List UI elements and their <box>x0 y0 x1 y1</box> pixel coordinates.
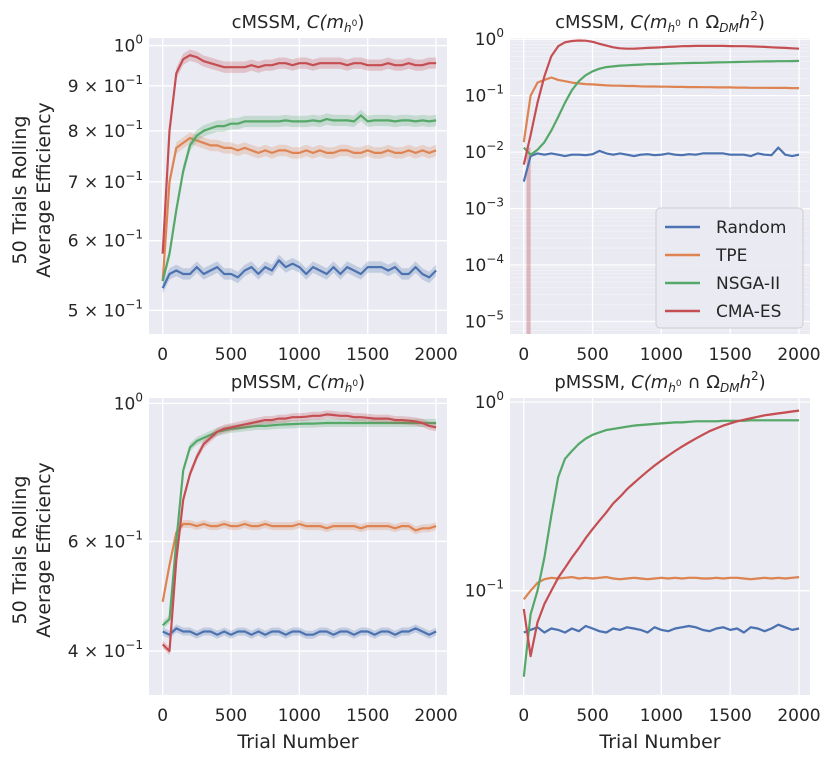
panel-2: 100 10−1 10−2 10−3 10−4 10−5 0 500 1000 1500 2000 c… <box>465 9 821 365</box>
xlabel-left: Trial Number <box>236 731 358 753</box>
x-tick-label: 2000 <box>777 345 820 365</box>
y-tick-label: 6 × 10−1 <box>68 228 143 252</box>
y-tick-label: 10−4 <box>465 252 504 276</box>
xlabel-right: Trial Number <box>598 731 720 753</box>
series-band-tpe <box>162 132 437 287</box>
legend-label: TPE <box>715 246 747 266</box>
plot-background <box>149 38 447 334</box>
y-tick-label: 10−1 <box>465 578 504 602</box>
series-line-tpe <box>522 76 799 143</box>
x-tick-label: 500 <box>215 345 247 365</box>
legend-label: Random <box>716 218 786 238</box>
x-tick-label: 0 <box>518 706 529 726</box>
y-tick-label: 100 <box>114 390 143 414</box>
series-group <box>161 410 437 656</box>
y-tick-label: 6 × 10−1 <box>68 528 143 552</box>
y-tick-label: 100 <box>475 26 504 50</box>
series-line-nsga-ii <box>522 419 799 677</box>
x-tick-label: 2000 <box>414 345 457 365</box>
x-tick-label: 1500 <box>709 706 752 726</box>
x-tick-label: 1000 <box>278 345 321 365</box>
series-line-cma-es <box>522 39 800 165</box>
x-tick-label: 1500 <box>346 706 389 726</box>
panel-title: pMSSM, C(mh0 ∩ ΩDMh2) <box>554 369 765 395</box>
x-tick-label: 0 <box>157 706 168 726</box>
x-tick-label: 500 <box>215 706 247 726</box>
panel-title: cMSSM, C(mh0) <box>232 12 365 35</box>
x-tick-label: 1000 <box>278 706 321 726</box>
x-tick-label: 1500 <box>346 345 389 365</box>
x-tick-label: 500 <box>576 345 608 365</box>
y-tick-label: 9 × 10−1 <box>68 73 143 97</box>
ylabel-bottom-line2: Average Efficiency <box>33 462 55 638</box>
series-line-nsga-ii <box>161 114 437 282</box>
series-line-random <box>161 259 437 289</box>
series-line-random <box>162 627 437 636</box>
series-group <box>522 39 800 334</box>
y-tick-label: 7 × 10−1 <box>68 169 143 193</box>
panel-title: pMSSM, C(mh0) <box>231 372 365 395</box>
series-line-nsga-ii <box>523 59 800 156</box>
y-tick-label: 4 × 10−1 <box>68 638 143 662</box>
y-tick-label: 100 <box>114 33 143 57</box>
x-tick-label: 1000 <box>640 706 683 726</box>
y-tick-label: 5 × 10−1 <box>68 297 143 321</box>
x-tick-label: 500 <box>576 706 608 726</box>
legend-label: NSGA-II <box>716 274 780 294</box>
ylabel-bottom: 50 Trials Rolling Average Efficiency <box>9 462 55 638</box>
legend: Random TPE NSGA-II CMA-ES <box>655 207 804 329</box>
ylabel-top-line2: Average Efficiency <box>33 102 55 278</box>
ylabel-top-line1: 50 Trials Rolling <box>9 116 31 265</box>
x-tick-label: 2000 <box>777 706 820 726</box>
ylabel-bottom-line1: 50 Trials Rolling <box>9 476 31 625</box>
series-line-nsga-ii <box>161 421 437 627</box>
y-tick-label: 100 <box>475 389 504 413</box>
series-group <box>522 409 800 678</box>
series-band-tpe <box>162 520 437 606</box>
x-tick-label: 0 <box>157 345 168 365</box>
panel-3: 100 6 × 10−1 4 × 10−1 0 500 1000 1500 2000 pMSSM… <box>68 372 458 726</box>
y-tick-label: 8 × 10−1 <box>68 118 143 142</box>
series-band-random <box>523 623 799 634</box>
plot-background <box>510 398 810 695</box>
series-line-random <box>523 623 800 634</box>
series-line-cma-es <box>161 54 437 254</box>
plot-background <box>149 398 447 695</box>
panel-4: 100 10−1 0 500 1000 1500 2000 pMSSM, C(mh0 ∩ ΩD… <box>465 369 821 726</box>
ylabel-top: 50 Trials Rolling Average Efficiency <box>9 102 55 278</box>
x-tick-label: 1500 <box>709 345 752 365</box>
y-tick-label: 10−1 <box>465 83 504 107</box>
legend-label: CMA-ES <box>716 302 781 322</box>
y-tick-label: 10−5 <box>465 308 504 332</box>
series-band-random <box>162 254 437 294</box>
series-line-tpe <box>522 576 800 600</box>
series-line-tpe <box>161 522 437 602</box>
series-line-random <box>522 146 800 182</box>
x-tick-label: 1000 <box>640 345 683 365</box>
series-line-cma-es <box>161 413 437 653</box>
y-tick-label: 10−2 <box>465 139 504 163</box>
panel-1: 100 9 × 10−1 8 × 10−1 7 × 10−1 6 × 10−1 5 × 1… <box>68 12 458 365</box>
legend-frame <box>655 207 804 329</box>
series-line-cma-es <box>522 409 800 658</box>
y-tick-label: 10−3 <box>465 196 504 220</box>
panels: 100 9 × 10−1 8 × 10−1 7 × 10−1 6 × 10−1 5 × 1… <box>68 9 821 726</box>
series-group <box>161 49 437 294</box>
x-tick-label: 2000 <box>414 706 457 726</box>
x-tick-label: 0 <box>518 345 529 365</box>
panel-title: cMSSM, C(mh0 ∩ ΩDMh2) <box>555 9 765 35</box>
cma-es-uncertainty-band <box>526 147 531 334</box>
series-line-tpe <box>161 136 437 282</box>
